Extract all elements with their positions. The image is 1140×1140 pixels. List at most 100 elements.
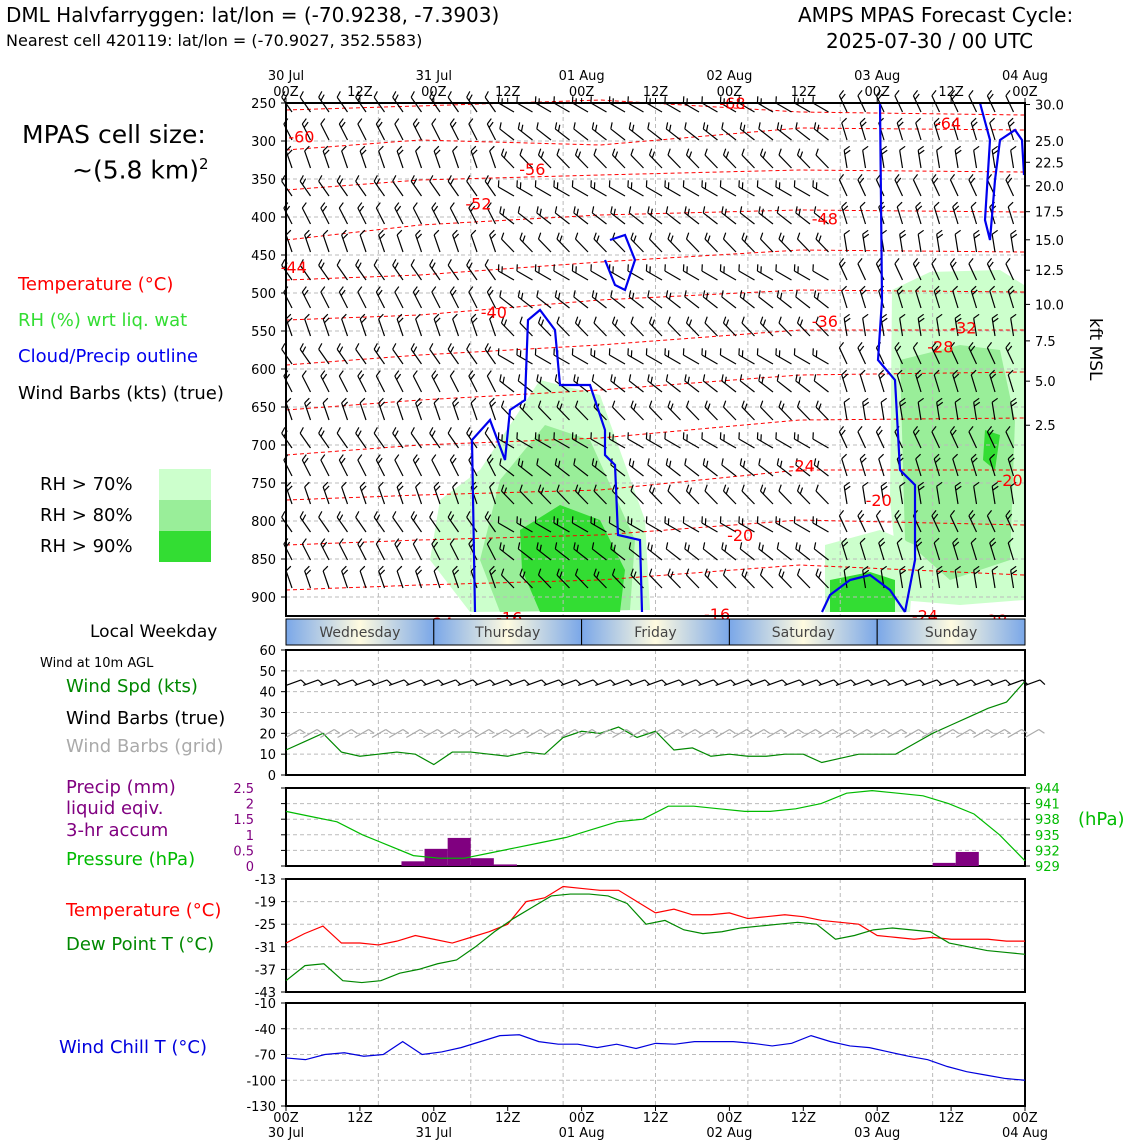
wind-barb-staff [516, 186, 533, 197]
wind-barb [394, 538, 404, 561]
wind-barb-staff [553, 354, 570, 365]
wind-barb-staff [517, 548, 533, 561]
wind-barb-flag [722, 232, 727, 240]
wind-barb-staff [647, 548, 663, 561]
grid-wind-barb-flag [763, 728, 770, 734]
wind-barb-flag [429, 175, 434, 182]
wind-barb-flag [738, 96, 740, 104]
wind-barb-flag [449, 118, 455, 125]
temperature-label: -28 [927, 337, 953, 356]
wind-barb [991, 565, 998, 589]
true-wind-barb-flag [644, 679, 651, 685]
wind-barb-flag [667, 350, 670, 358]
wind-barb-flag [880, 481, 887, 487]
wind-barb-flag [793, 264, 796, 272]
wind-barb-staff [701, 270, 718, 281]
wind-barb-flag [815, 148, 819, 156]
wind-barb [534, 432, 552, 449]
wind-barb-staff [917, 318, 922, 337]
wind-barb [336, 427, 348, 449]
wind-barb [375, 454, 386, 477]
wind-barb-flag [497, 264, 500, 272]
wind-barb-flag [844, 485, 851, 491]
wind-barb-flag [648, 148, 653, 156]
wind-barb-flag [633, 571, 637, 579]
grid-wind-barb [337, 728, 358, 739]
wind-barb-flag [741, 350, 744, 358]
wind-barb-staff [776, 464, 792, 477]
wind-barb [355, 343, 367, 365]
wind-barb-staff [683, 186, 700, 197]
wind-barb-flag [357, 454, 363, 461]
wind-barb [431, 538, 441, 561]
wind-barb [466, 175, 478, 197]
wind-barb-staff [667, 154, 681, 169]
wind-barb-staff [433, 486, 441, 505]
wind-barb-flag [447, 259, 452, 266]
wind-barb-flag [318, 259, 323, 266]
wind-barb [917, 145, 925, 169]
wind-barb [843, 397, 850, 421]
wind-barb [862, 145, 869, 169]
wind-barb-flag [394, 202, 400, 209]
wind-barb [665, 290, 681, 309]
wind-barb-flag [410, 91, 415, 98]
wind-barb-flag [841, 201, 848, 208]
wind-barb [627, 516, 644, 533]
wind-barb [320, 454, 330, 477]
wind-barb-staff [970, 206, 978, 225]
wind-barb-flag [759, 148, 764, 156]
wind-barb-flag [501, 266, 503, 274]
wind-barb-flag [862, 313, 869, 319]
wind-barb [281, 175, 293, 197]
wind-barb-flag [667, 148, 671, 156]
wind-barb-staff [1005, 179, 1015, 197]
wind-barb [410, 511, 422, 533]
grid-wind-barb-staff [543, 728, 558, 739]
wind-barb-flag [1007, 117, 1014, 124]
wind-barb-staff [375, 291, 386, 309]
wind-barb-staff [760, 406, 774, 421]
true-wind-barb-staff [732, 679, 749, 686]
wind-barb-flag [415, 145, 421, 152]
wind-barb-flag [1010, 401, 1018, 407]
wind-barb-flag [1007, 513, 1013, 520]
wind-barb-flag [412, 538, 418, 545]
wind-barb [796, 232, 811, 253]
wind-barb-flag [1005, 174, 1011, 181]
wind-barb-flag [593, 484, 597, 492]
wind-barb [645, 432, 663, 449]
wind-barb-flag [918, 317, 925, 323]
wind-barb-flag [470, 397, 477, 404]
wind-barb-staff [838, 347, 848, 365]
wind-barb-flag [914, 93, 920, 100]
wind-barb-staff [704, 322, 718, 337]
wind-barb-staff [431, 459, 441, 477]
grid-wind-barb [990, 728, 1011, 739]
wind-barb-staff [1005, 347, 1015, 365]
wind-barb-flag [470, 145, 477, 152]
pressure-tick-label: 250 [251, 97, 276, 112]
wind-barb-flag [499, 458, 502, 466]
wind-barb-staff [838, 515, 848, 533]
wind-barb-flag [722, 484, 727, 492]
wind-barb-staff [859, 458, 867, 477]
true-wind-barb-staff [440, 679, 456, 686]
wind-barb-staff [686, 574, 700, 589]
wind-barb [392, 343, 404, 365]
wind-barb-staff [535, 522, 552, 533]
wind-barb-flag [449, 286, 455, 293]
wind-barb-staff [590, 102, 607, 113]
wind-barb-flag [553, 516, 555, 524]
wind-barb [608, 348, 626, 365]
wind-barb-staff [612, 490, 626, 505]
true-wind-barb-flag [558, 679, 565, 685]
wind-barb [318, 427, 330, 449]
bottom-date-label: 03 Aug [854, 1126, 900, 1140]
wind-barb-staff [741, 322, 755, 337]
wind-barb [665, 374, 681, 393]
wind-barb-flag [431, 202, 437, 209]
wind-barb-flag [553, 180, 555, 188]
wind-barb-staff [415, 150, 423, 169]
grid-wind-barb-staff [354, 728, 369, 739]
